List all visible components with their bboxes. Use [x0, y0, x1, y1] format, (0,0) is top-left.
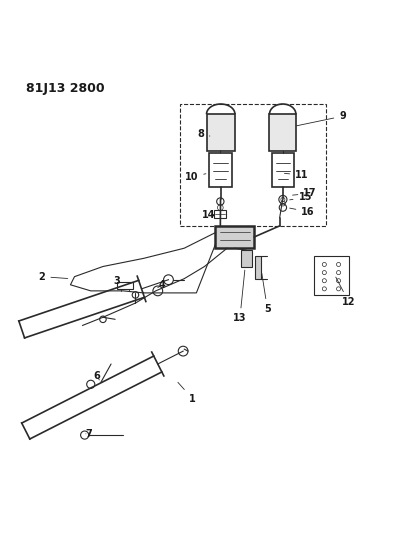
Text: 12: 12 [336, 277, 355, 307]
Text: 13: 13 [233, 270, 247, 324]
Text: 8: 8 [197, 130, 210, 140]
Text: 3: 3 [114, 276, 121, 286]
Bar [241, 251, 252, 266]
Bar [314, 256, 349, 295]
Bar [270, 114, 296, 151]
Text: 17: 17 [292, 188, 317, 198]
Bar [255, 256, 261, 279]
Text: 10: 10 [185, 172, 206, 182]
Bar [214, 211, 226, 218]
Text: 4: 4 [158, 280, 165, 290]
Bar [216, 226, 254, 248]
Text: 1: 1 [178, 382, 196, 403]
Text: 81J13 2800: 81J13 2800 [26, 82, 104, 95]
Bar [207, 114, 235, 151]
Text: 9: 9 [297, 111, 346, 126]
Bar [180, 104, 326, 226]
Text: 5: 5 [262, 273, 271, 314]
Text: 16: 16 [290, 207, 315, 216]
Text: 14: 14 [202, 209, 215, 220]
Text: 2: 2 [38, 272, 67, 281]
Text: 6: 6 [94, 371, 100, 381]
Bar [117, 281, 133, 289]
Bar [272, 153, 294, 187]
Text: 7: 7 [85, 429, 92, 439]
Text: 11: 11 [284, 170, 309, 180]
Bar [209, 153, 232, 187]
Text: 15: 15 [290, 192, 312, 203]
